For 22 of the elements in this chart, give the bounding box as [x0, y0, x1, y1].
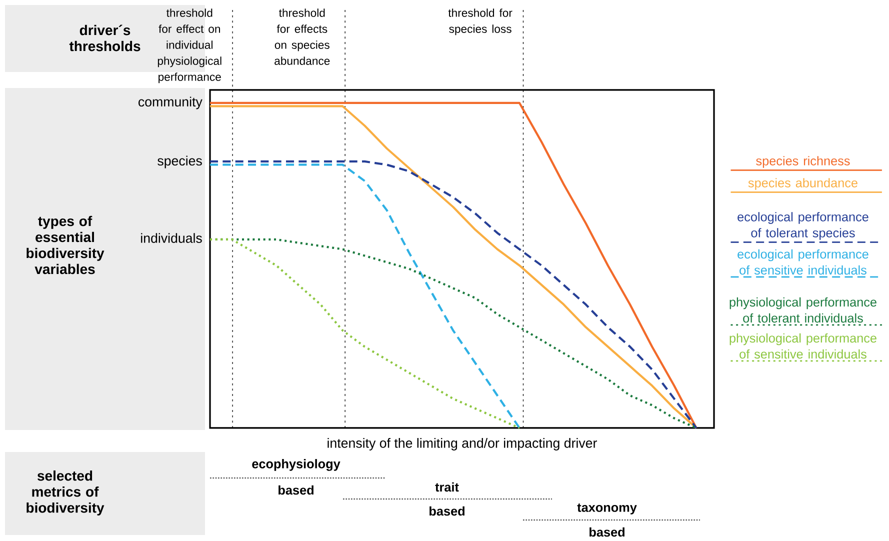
text: based: [430, 506, 464, 516]
text: trait: [435, 482, 459, 492]
text: ecological performance of sensitive individuals: [738, 249, 868, 275]
text: species richness: [756, 156, 850, 168]
text: taxonomy: [577, 504, 637, 514]
x-axis-title: intensity of the limiting and/or impacting driver: [328, 438, 597, 450]
text: community: [138, 96, 202, 110]
text: driver´s thresholds: [69, 24, 140, 52]
text: physiological performance of sensitive individuals: [730, 333, 876, 359]
text: ecophysiology: [252, 459, 340, 471]
text: species abundance: [748, 178, 858, 190]
text: individuals: [141, 233, 202, 243]
text: ecological performance of tolerant species: [738, 212, 868, 240]
text: selected metrics of biodiversity: [26, 470, 104, 516]
text: based: [278, 485, 314, 495]
text: species: [158, 156, 202, 168]
text: based: [590, 527, 624, 537]
text: types of essential biodiversity variables: [26, 216, 104, 274]
text: threshold for effect on individual physiological performance: [158, 8, 222, 84]
text: physiological performance of tolerant individuals: [730, 297, 876, 323]
text: threshold for species loss: [448, 8, 512, 36]
text: threshold for effects on species abundance: [274, 8, 330, 65]
